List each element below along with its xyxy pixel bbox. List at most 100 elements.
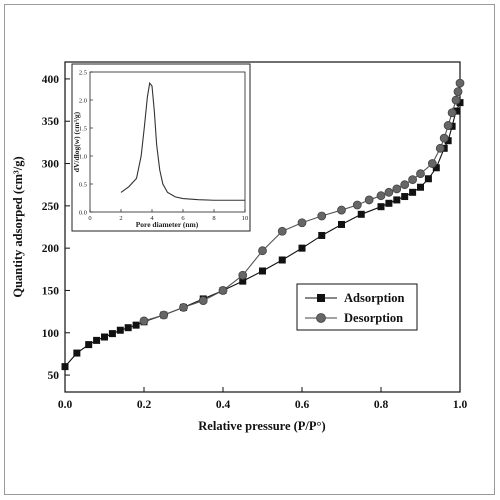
desorption-point — [435, 143, 445, 153]
inset-series — [120, 81, 245, 201]
inset-y-tick-label: 1.5 — [79, 126, 87, 133]
inset-y-tick-label: 2.0 — [79, 98, 87, 105]
desorption-point — [258, 246, 267, 256]
inset-y-tick-label: 0.5 — [79, 182, 87, 189]
y-tick-label: 250 — [42, 201, 60, 213]
inset-y-tick-label: 1.0 — [79, 154, 87, 161]
inset-x-tick-label: 10 — [242, 215, 249, 222]
inset-x-axis-title: Pore diameter (nm) — [136, 220, 199, 229]
adsorption-point — [101, 333, 108, 341]
inset-y-tick-label: 0.0 — [79, 210, 87, 217]
adsorption-point — [61, 363, 69, 371]
legend-box — [296, 283, 418, 331]
desorption-point — [427, 159, 437, 168]
adsorption-point — [401, 193, 409, 201]
desorption-point — [179, 302, 188, 312]
inset-ticks: 0 2 4 6 8 10 0.0 0.5 1.0 1.5 2.0 2.5 — [79, 70, 248, 223]
y-axis-title: Quantity adsorped (cm³/g) — [11, 156, 25, 297]
y-tick-label: 400 — [42, 74, 60, 86]
x-tick-label: 0.8 — [374, 399, 389, 411]
adsorption-point — [409, 188, 417, 196]
y-tick-label: 150 — [42, 285, 60, 297]
adsorption-point — [456, 99, 464, 107]
desorption-point — [408, 175, 418, 185]
desorption-point — [447, 108, 457, 118]
main-plot-area — [64, 61, 461, 393]
adsorption-point — [85, 341, 93, 349]
main-series — [61, 78, 465, 371]
inset-x-tick-label: 0 — [88, 215, 91, 222]
y-tick-label: 100 — [42, 328, 60, 340]
desorption-point — [439, 133, 449, 143]
legend-desorption-label: Desorption — [344, 311, 403, 325]
x-tick-label: 0.6 — [295, 399, 310, 411]
desorption-point — [384, 187, 394, 197]
desorption-point — [218, 286, 228, 295]
inset-x-tick-label: 8 — [212, 215, 215, 222]
desorption-point — [451, 95, 461, 105]
figure-frame — [4, 4, 495, 495]
legend: Adsorption Desorption — [296, 283, 418, 331]
adsorption-line — [64, 102, 461, 367]
adsorption-point — [124, 324, 132, 332]
x-tick-label: 0.2 — [137, 399, 152, 411]
desorption-point — [238, 270, 248, 280]
x-axis-title: Relative pressure (P/P°) — [198, 419, 325, 433]
adsorption-point — [385, 199, 393, 207]
inset-plot-area — [89, 71, 246, 213]
desorption-point — [139, 316, 149, 326]
adsorption-point — [393, 196, 401, 204]
desorption-point — [364, 195, 374, 205]
desorption-point — [159, 310, 169, 320]
inset-y-tick-label: 2.5 — [79, 70, 87, 77]
desorption-point — [277, 226, 287, 236]
adsorption-point — [298, 244, 306, 252]
desorption-point — [416, 169, 425, 179]
adsorption-point — [424, 175, 432, 183]
inset-chart: 0 2 4 6 8 10 0.0 0.5 1.0 1.5 2.0 2.5 Pore diameter … — [71, 63, 251, 232]
y-tick-label: 50 — [48, 370, 60, 382]
desorption-point — [198, 296, 208, 306]
desorption-point — [443, 121, 453, 130]
adsorption-point — [432, 164, 440, 172]
desorption-point — [337, 205, 346, 215]
adsorption-point — [239, 277, 247, 285]
inset-x-tick-label: 4 — [150, 215, 154, 222]
desorption-point — [455, 78, 465, 88]
y-tick-label: 300 — [42, 159, 60, 171]
main-ticks: 0.0 0.2 0.4 0.6 0.8 1.05010015020025030035040… — [42, 74, 468, 411]
desorption-point — [400, 180, 410, 190]
y-tick-label: 350 — [42, 116, 60, 128]
pore-distribution-line — [120, 81, 245, 201]
adsorption-point — [93, 336, 101, 344]
desorption-point — [352, 200, 362, 210]
adsorption-point — [318, 231, 326, 239]
adsorption-point — [73, 349, 81, 357]
inset-x-tick-label: 2 — [119, 215, 122, 222]
desorption-point — [317, 211, 327, 221]
desorption-point — [376, 191, 386, 201]
x-tick-label: 0.4 — [216, 399, 231, 411]
adsorption-point — [417, 183, 424, 191]
adsorption-point — [108, 330, 116, 338]
adsorption-point — [444, 137, 452, 145]
legend-adsorption-marker — [317, 294, 325, 302]
adsorption-point — [132, 321, 140, 329]
inset-y-axis-title: dV/dlog(w) (cm³/g) — [72, 111, 81, 172]
desorption-point — [453, 87, 463, 97]
adsorption-point — [357, 210, 365, 218]
desorption-point — [297, 218, 307, 228]
adsorption-point — [278, 256, 286, 264]
x-tick-label: 0.0 — [58, 399, 73, 411]
adsorption-point — [116, 326, 124, 334]
y-tick-label: 200 — [42, 243, 60, 255]
legend-adsorption-label: Adsorption — [344, 291, 404, 305]
inset-x-tick-label: 6 — [181, 215, 185, 222]
inset-frame — [71, 63, 251, 232]
adsorption-point — [377, 203, 385, 211]
legend-desorption-marker — [316, 313, 326, 323]
desorption-point — [392, 184, 402, 194]
adsorption-point — [259, 267, 266, 275]
x-tick-label: 1.0 — [453, 399, 468, 411]
